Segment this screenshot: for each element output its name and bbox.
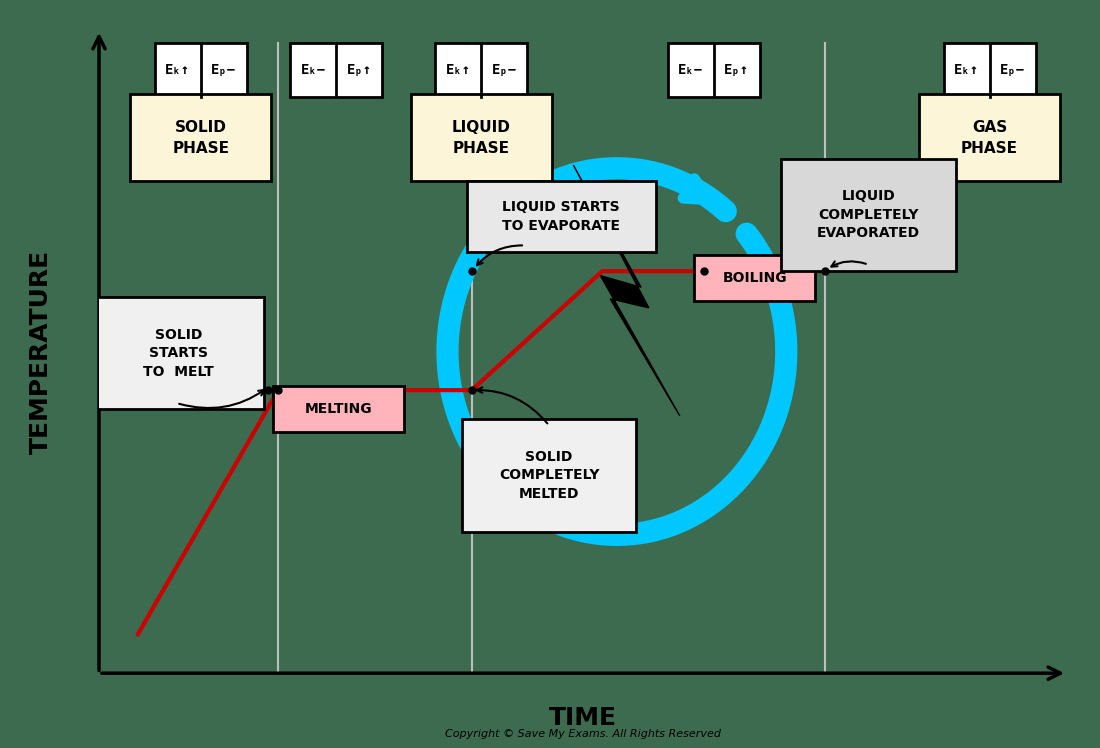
- Text: Copyright © Save My Exams. All Rights Reserved: Copyright © Save My Exams. All Rights Re…: [446, 729, 720, 739]
- Text: BOILING: BOILING: [723, 272, 788, 285]
- Text: LIQUID
COMPLETELY
EVAPORATED: LIQUID COMPLETELY EVAPORATED: [817, 189, 920, 240]
- FancyBboxPatch shape: [694, 255, 815, 301]
- FancyBboxPatch shape: [944, 43, 1035, 97]
- Text: SOLID
PHASE: SOLID PHASE: [172, 120, 229, 156]
- Text: Eₚ↑: Eₚ↑: [346, 63, 372, 77]
- FancyBboxPatch shape: [411, 94, 551, 181]
- Text: SOLID
COMPLETELY
MELTED: SOLID COMPLETELY MELTED: [499, 450, 600, 501]
- FancyBboxPatch shape: [668, 43, 760, 97]
- FancyBboxPatch shape: [155, 43, 246, 97]
- Text: LIQUID STARTS
TO EVAPORATE: LIQUID STARTS TO EVAPORATE: [503, 200, 620, 233]
- FancyBboxPatch shape: [466, 181, 656, 252]
- Text: Eₖ−: Eₖ−: [300, 63, 326, 77]
- Polygon shape: [573, 165, 680, 416]
- Text: Eₖ↑: Eₖ↑: [954, 63, 979, 77]
- Text: GAS
PHASE: GAS PHASE: [961, 120, 1019, 156]
- Text: Eₖ−: Eₖ−: [678, 63, 703, 77]
- Text: LIQUID
PHASE: LIQUID PHASE: [452, 120, 510, 156]
- FancyBboxPatch shape: [436, 43, 527, 97]
- Text: Eₚ−: Eₚ−: [492, 63, 517, 77]
- Text: Eₖ↑: Eₖ↑: [165, 63, 190, 77]
- FancyBboxPatch shape: [95, 297, 264, 409]
- FancyBboxPatch shape: [781, 159, 956, 272]
- Text: TEMPERATURE: TEMPERATURE: [29, 250, 53, 453]
- FancyBboxPatch shape: [131, 94, 271, 181]
- Text: TIME: TIME: [549, 706, 617, 730]
- Text: Eₚ−: Eₚ−: [1000, 63, 1025, 77]
- Text: Eₖ↑: Eₖ↑: [446, 63, 471, 77]
- Text: MELTING: MELTING: [305, 402, 373, 416]
- FancyBboxPatch shape: [273, 386, 404, 432]
- FancyBboxPatch shape: [462, 419, 636, 532]
- Text: Eₚ−: Eₚ−: [211, 63, 236, 77]
- FancyBboxPatch shape: [290, 43, 382, 97]
- Text: SOLID
STARTS
TO  MELT: SOLID STARTS TO MELT: [143, 328, 214, 378]
- FancyBboxPatch shape: [920, 94, 1059, 181]
- Text: Eₚ↑: Eₚ↑: [724, 63, 749, 77]
